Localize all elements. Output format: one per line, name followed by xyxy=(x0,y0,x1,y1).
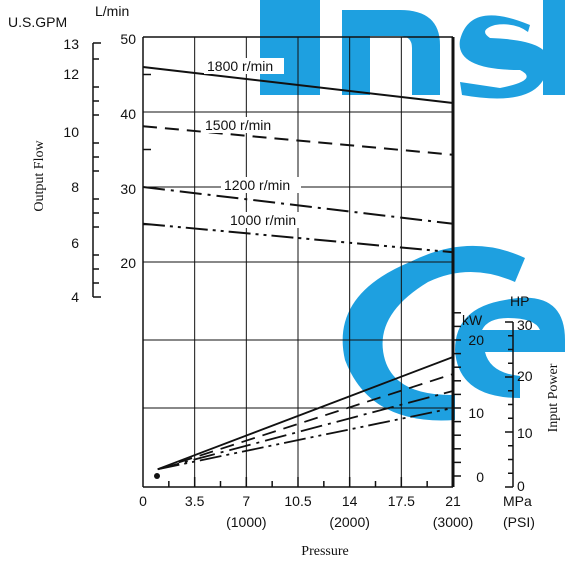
gpm-tick-label: 12 xyxy=(63,66,79,82)
gpm-tick-label: 4 xyxy=(71,289,79,305)
series-label-bg xyxy=(227,212,307,228)
kw-unit-label: kW xyxy=(462,312,483,328)
series-label-1200: 1200 r/min xyxy=(224,177,290,193)
lpm-tick-label: 40 xyxy=(120,106,136,122)
x-axis-title: Pressure xyxy=(301,544,348,559)
power-curve-1500 xyxy=(157,373,454,471)
lpm-unit-label: L/min xyxy=(95,3,129,19)
kw-tick-label: 20 xyxy=(468,332,484,348)
flow-curves xyxy=(142,66,454,254)
flow-curve-1200 xyxy=(142,186,454,225)
x-tick-label: 14 xyxy=(342,493,358,509)
flow-curve-1000 xyxy=(142,222,454,254)
hp-tick-label: 10 xyxy=(517,425,533,441)
x-tick-label-psi: (1000) xyxy=(226,514,266,530)
x-tick-label: 7 xyxy=(242,493,250,509)
gpm-tick-label: 8 xyxy=(71,179,79,195)
power-curve-1800 xyxy=(157,356,454,471)
x-tick-label: 10.5 xyxy=(284,493,311,509)
hp-tick-label: 0 xyxy=(517,478,525,494)
lpm-tick-label: 20 xyxy=(120,255,136,271)
kw-tick-label: 10 xyxy=(468,405,484,421)
x-tick-label: 17.5 xyxy=(388,493,415,509)
kw-tick-label: 0 xyxy=(476,469,484,485)
power-curves xyxy=(157,356,454,471)
axis-scales xyxy=(92,42,514,488)
series-label-1000: 1000 r/min xyxy=(230,212,296,228)
series-label-bg xyxy=(204,58,284,74)
hp-tick-label: 30 xyxy=(517,317,533,333)
grid-lines xyxy=(143,36,453,487)
power-origin-marker xyxy=(154,473,160,479)
input-power-title: Input Power xyxy=(546,363,561,432)
lpm-tick-label: 30 xyxy=(120,181,136,197)
power-curve-1000 xyxy=(157,407,454,471)
x-tick-label: 0 xyxy=(139,493,147,509)
x-tick-label-psi: (2000) xyxy=(329,514,369,530)
x-unit-psi: (PSI) xyxy=(503,514,535,530)
series-label-bg xyxy=(202,117,282,133)
x-unit-mpa: MPa xyxy=(503,493,532,509)
plot-frame xyxy=(142,36,461,488)
series-label-bg xyxy=(221,177,301,193)
flow-curve-1800 xyxy=(142,66,454,104)
hp-tick-label: 20 xyxy=(517,368,533,384)
gpm-tick-label: 6 xyxy=(71,235,79,251)
hp-unit-label: HP xyxy=(510,293,529,309)
gpm-tick-label: 10 xyxy=(63,124,79,140)
watermark-logo xyxy=(260,0,565,421)
series-label-1800: 1800 r/min xyxy=(207,58,273,74)
series-label-1500: 1500 r/min xyxy=(205,117,271,133)
gpm-unit-label: U.S.GPM xyxy=(8,14,67,30)
x-tick-label-psi: (3000) xyxy=(433,514,473,530)
lpm-tick-label: 50 xyxy=(120,31,136,47)
flow-curve-1500 xyxy=(142,125,454,156)
x-tick-label: 3.5 xyxy=(185,493,205,509)
output-flow-title: Output Flow xyxy=(32,140,47,212)
power-curve-1200 xyxy=(157,390,454,471)
gpm-tick-label: 13 xyxy=(63,36,79,52)
x-tick-label: 21 xyxy=(445,493,461,509)
